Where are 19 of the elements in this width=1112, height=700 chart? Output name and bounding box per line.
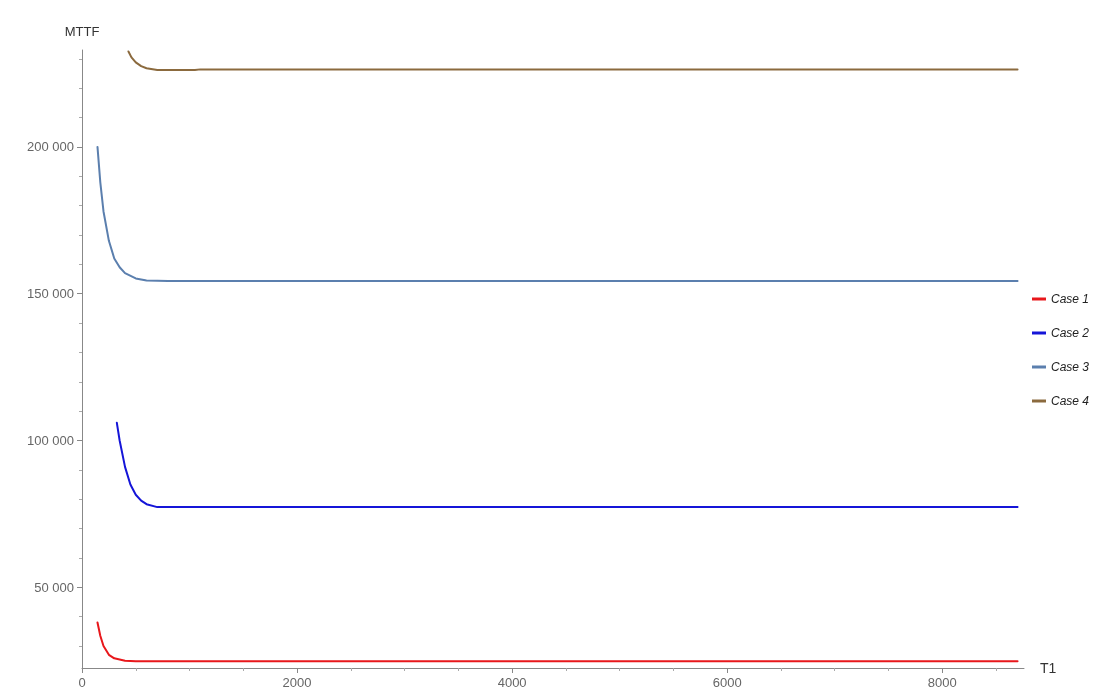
legend-label: Case 1 (1050, 292, 1090, 306)
legend-label: Case 4 (1050, 394, 1090, 408)
x-tick-label: 8000 (927, 675, 957, 690)
x-axis-title: T1 (1040, 660, 1057, 676)
line-series (96, 145, 1019, 283)
y-tick-label: 200 000 (27, 139, 74, 155)
x-tick-label: 6000 (712, 675, 742, 690)
x-tick-label: 2000 (282, 675, 312, 690)
y-axis-title: MTTF (64, 24, 100, 39)
line-series (96, 621, 1019, 663)
legend-label: Case 2 (1050, 326, 1090, 340)
x-tick-label: 4000 (497, 675, 527, 690)
y-tick-label: 50 000 (34, 579, 74, 595)
line-series (115, 421, 1019, 509)
y-tick-label: 100 000 (27, 432, 74, 448)
line-series (127, 50, 1019, 71)
legend-label: Case 3 (1050, 360, 1090, 374)
y-tick-label: 150 000 (27, 286, 74, 302)
x-tick-label: 0 (78, 675, 86, 690)
